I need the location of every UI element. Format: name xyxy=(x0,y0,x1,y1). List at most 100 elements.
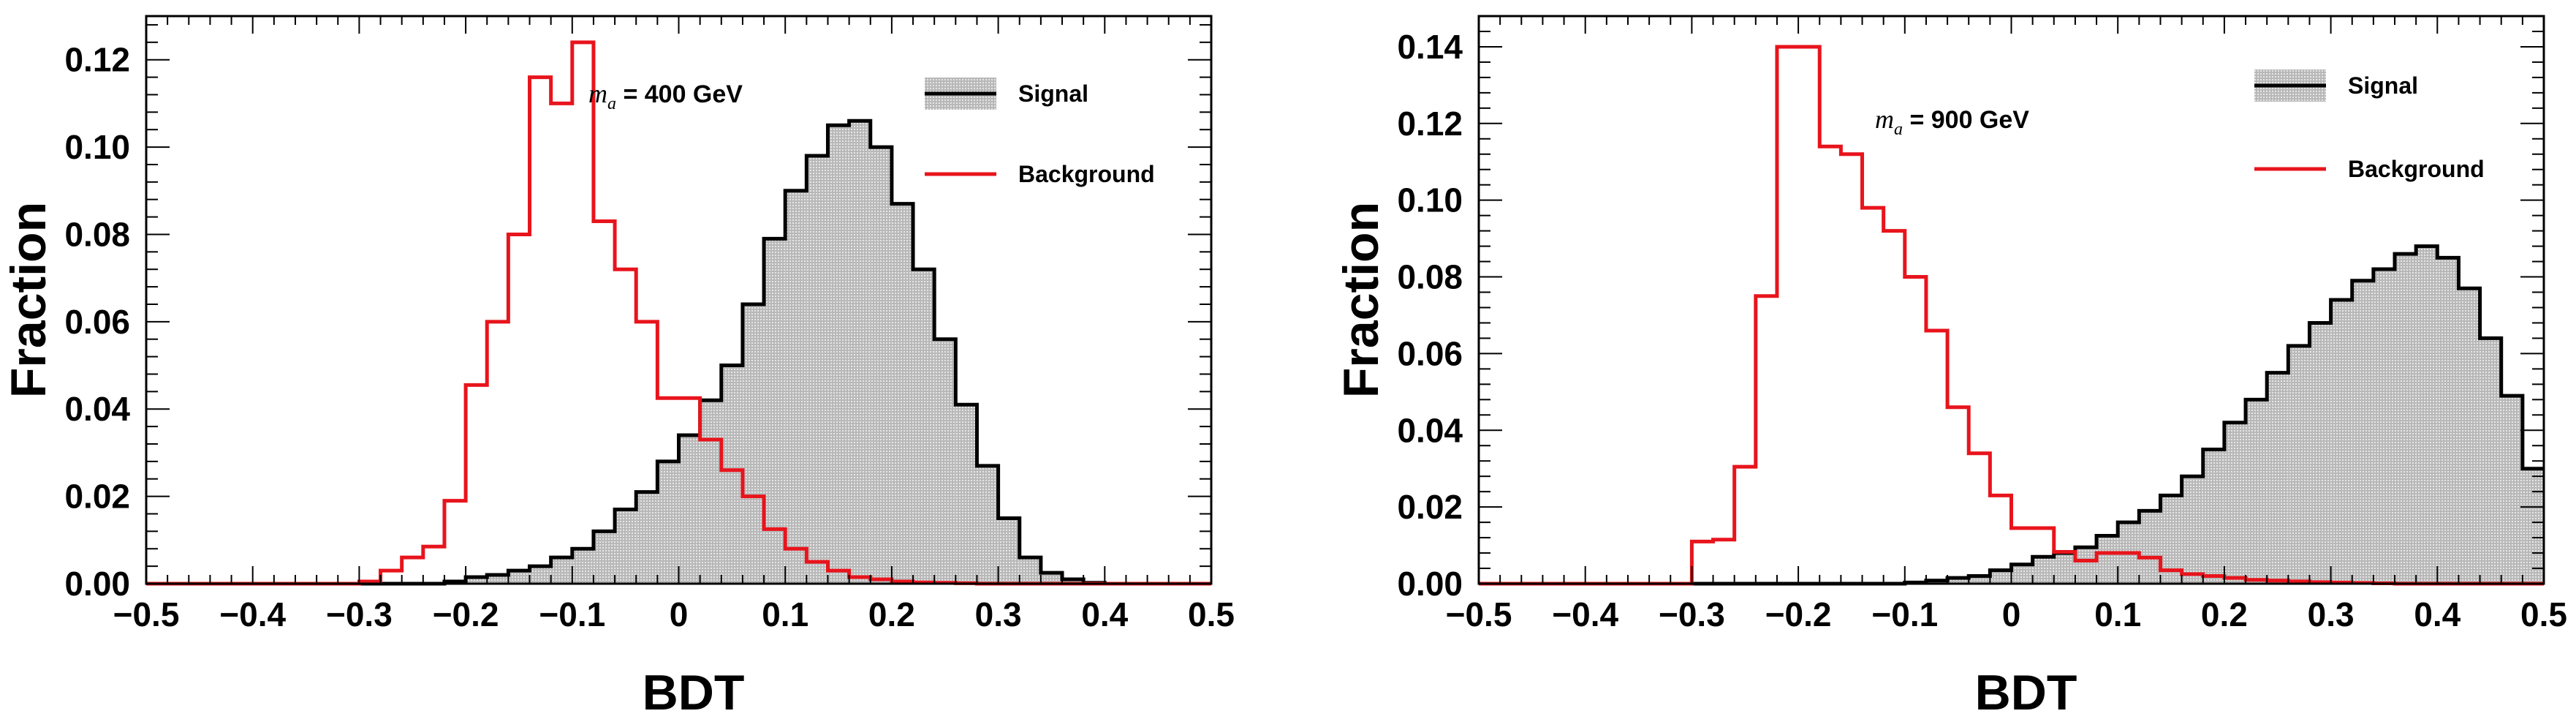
histogram-bars-area xyxy=(1479,45,2544,586)
background-bin xyxy=(572,42,594,584)
signal-bin xyxy=(550,557,572,584)
signal-bin xyxy=(1947,578,1969,584)
background-bin xyxy=(1863,208,1884,584)
background-bin xyxy=(551,103,572,584)
signal-bin xyxy=(2480,338,2501,584)
x-tick-label: −0.3 xyxy=(326,595,393,633)
signal-bin xyxy=(764,238,786,584)
legend-signal-label: Signal xyxy=(2348,72,2418,99)
signal-bin xyxy=(2246,399,2268,584)
y-tick-label: 0.10 xyxy=(1397,181,1463,219)
y-tick-label: 0.08 xyxy=(1397,258,1463,296)
x-tick-label: −0.4 xyxy=(1552,595,1618,633)
y-tick-label: 0.00 xyxy=(64,565,130,603)
legend: Signal Background xyxy=(2254,69,2485,182)
background-bin xyxy=(530,78,551,584)
signal-bin xyxy=(2309,323,2331,584)
y-tick-label: 0.12 xyxy=(1397,105,1463,143)
signal-bin xyxy=(2373,269,2395,584)
signal-bin xyxy=(678,435,700,584)
background-bin xyxy=(594,222,615,584)
annotation-subscript: a xyxy=(607,94,616,113)
x-tick-label: 0 xyxy=(670,595,689,633)
background-bin xyxy=(381,571,402,584)
legend: Signal Background xyxy=(925,78,1155,187)
y-tick-label: 0.08 xyxy=(64,215,130,253)
y-tick-label: 0.02 xyxy=(64,478,130,516)
signal-bin xyxy=(487,575,509,584)
signal-bin xyxy=(2139,511,2161,584)
annotation-value: = 900 GeV xyxy=(1903,106,2029,134)
background-bin xyxy=(1798,47,1819,584)
signal-bin xyxy=(636,492,658,584)
background-bin xyxy=(508,234,529,584)
signal-bin xyxy=(2330,300,2352,584)
x-tick-label: 0.1 xyxy=(762,595,808,633)
signal-bin xyxy=(955,404,977,584)
y-tick-label: 0.04 xyxy=(1397,411,1463,449)
background-bin xyxy=(1819,146,1841,584)
signal-bin xyxy=(849,121,871,584)
y-tick-label: 0.10 xyxy=(64,128,130,166)
x-tick-label: 0.2 xyxy=(2201,595,2248,633)
background-bin xyxy=(423,546,444,584)
signal-bin xyxy=(1969,576,1990,584)
signal-bin xyxy=(2267,372,2289,584)
annotation-subscript: a xyxy=(1894,120,1903,139)
background-bin xyxy=(1841,154,1862,584)
background-bin xyxy=(1947,407,1969,584)
signal-bin xyxy=(2395,254,2417,584)
signal-bin xyxy=(742,304,765,584)
signal-bin xyxy=(1990,570,2012,584)
background-bin xyxy=(1884,231,1905,584)
x-tick-label: −0.2 xyxy=(1765,595,1832,633)
signal-bin xyxy=(615,509,637,584)
signal-bin xyxy=(1062,579,1084,584)
x-tick-label: −0.2 xyxy=(433,595,499,633)
signal-bin xyxy=(2075,547,2097,584)
annotation-value: = 400 GeV xyxy=(616,80,743,108)
y-tick-label: 0.06 xyxy=(1397,334,1463,372)
x-tick-label: −0.1 xyxy=(1871,595,1938,633)
right-histogram-panel: −0.5 −0.4 −0.3 −0.2 −0.1 0 0.1 0.2 0.3 0.4 0.5 0.00… xyxy=(1333,15,2567,719)
background-bin xyxy=(1969,453,1990,584)
x-tick-label: −0.5 xyxy=(1446,595,1512,633)
x-tick-label: −0.5 xyxy=(113,595,180,633)
legend-signal-label: Signal xyxy=(1018,80,1088,107)
histogram-bars-area xyxy=(146,40,1211,586)
signal-bin xyxy=(2032,557,2054,584)
background-bin xyxy=(1713,540,1735,584)
signal-bin xyxy=(593,531,615,584)
mass-annotation: ma = 900 GeV xyxy=(1875,105,2029,139)
signal-bin xyxy=(2288,345,2310,584)
background-bin xyxy=(1735,467,1756,584)
y-axis-title: Fraction xyxy=(1,202,56,398)
signal-bin xyxy=(2053,553,2075,584)
annotation-symbol: m xyxy=(1875,105,1894,134)
signal-bin xyxy=(529,566,551,584)
signal-bin xyxy=(870,147,892,584)
mass-annotation: ma = 400 GeV xyxy=(588,79,743,113)
x-tick-label: 0 xyxy=(2002,595,2021,633)
x-tick-label: −0.3 xyxy=(1659,595,1725,633)
signal-bin xyxy=(785,190,807,584)
x-tick-label: 0.4 xyxy=(1081,595,1128,633)
signal-bin xyxy=(1019,557,1041,584)
background-bin xyxy=(466,385,487,584)
signal-bin xyxy=(934,339,956,584)
y-tick-label: 0.06 xyxy=(64,303,130,341)
x-axis-title: BDT xyxy=(1975,665,2077,719)
x-tick-label: −0.4 xyxy=(219,595,286,633)
signal-bin xyxy=(2501,396,2523,584)
signal-bin xyxy=(2011,564,2033,584)
x-tick-label: 0.3 xyxy=(2308,595,2355,633)
left-histogram-panel: −0.5 −0.4 −0.3 −0.2 −0.1 0 0.1 0.2 0.3 0.4 0.5 0.00… xyxy=(1,15,1235,719)
background-bin xyxy=(402,557,423,584)
background-bin xyxy=(1905,277,1926,584)
y-tick-label: 0.04 xyxy=(64,390,130,428)
signal-bin xyxy=(2458,288,2480,584)
background-bin xyxy=(1756,296,1777,584)
x-tick-label: 0.5 xyxy=(2520,595,2567,633)
signal-bin xyxy=(2181,476,2203,584)
signal-bin xyxy=(466,577,488,584)
